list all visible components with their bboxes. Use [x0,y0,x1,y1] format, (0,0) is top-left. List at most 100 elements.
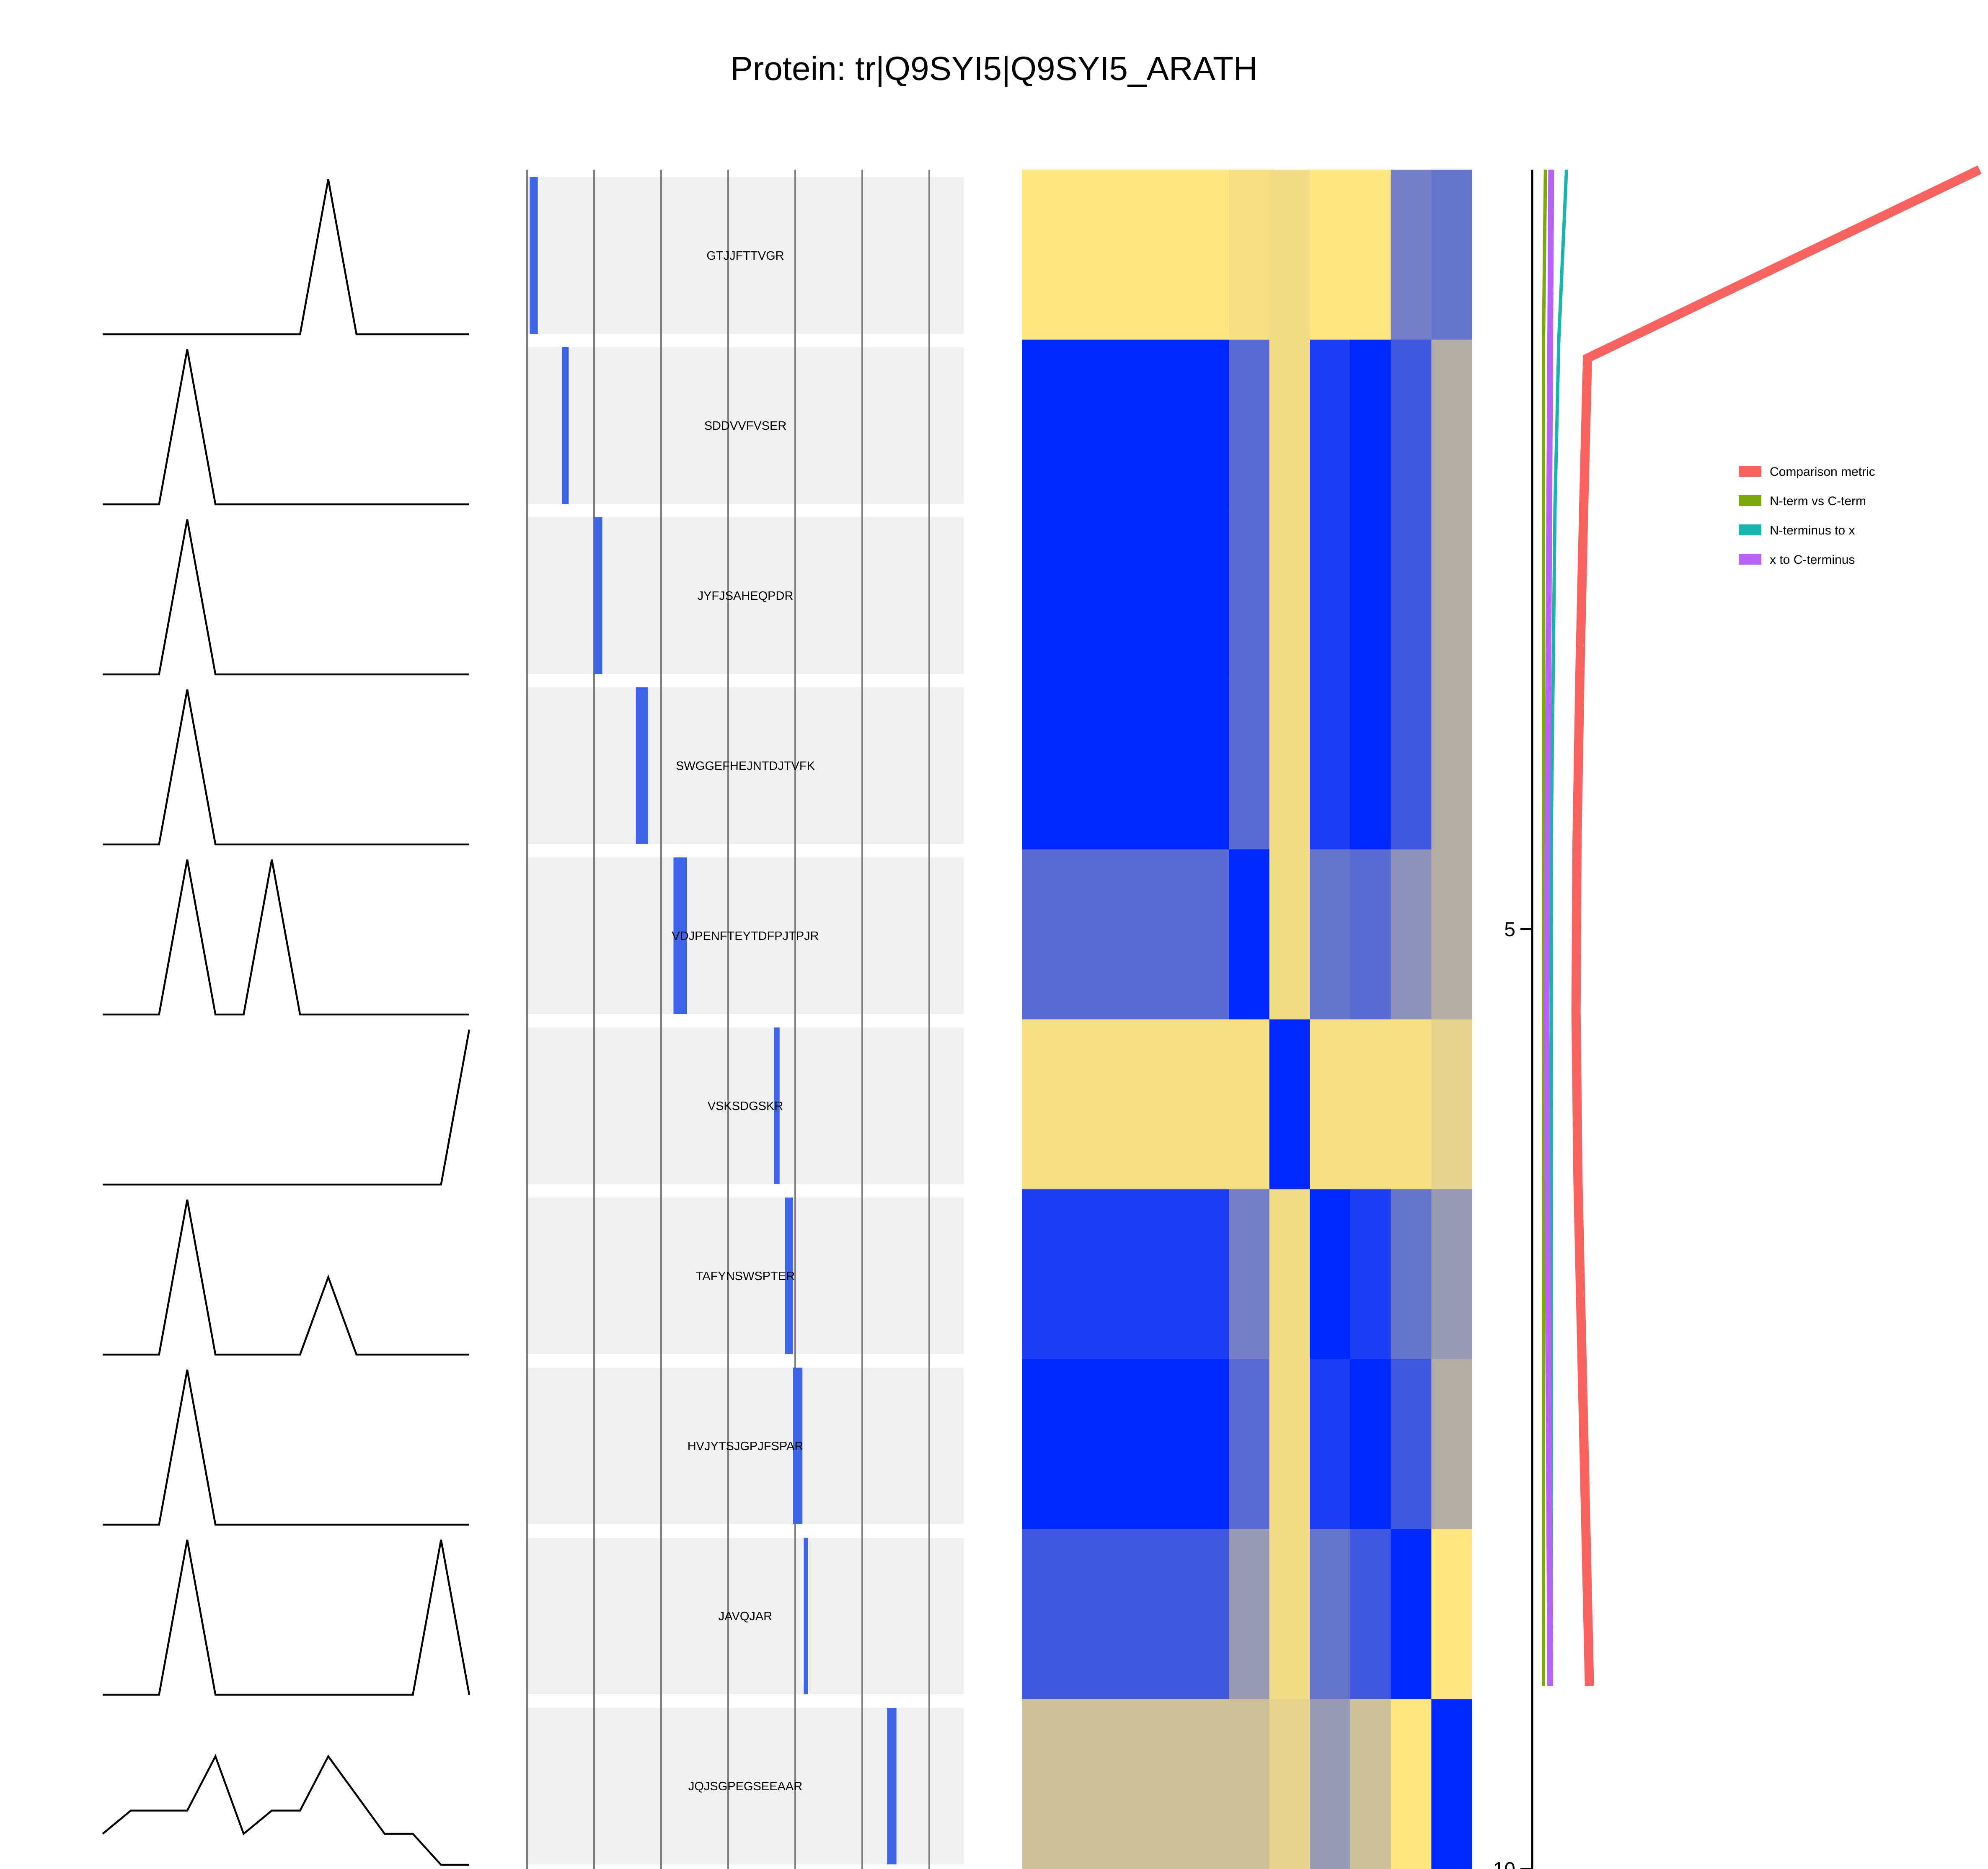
legend-label-3: N-terminus to x [1770,524,1855,537]
heatmap-cell-7-8 [1350,1189,1391,1360]
peptide-label-3: JYFJSAHEQPDR [698,589,794,603]
heatmap-cell-4-1 [1022,679,1108,850]
heatmap-cell-9-2 [1107,1529,1148,1699]
heatmap-cell-3-1 [1022,509,1108,680]
peptide-position-bar-5 [673,857,687,1014]
profile-line-2 [103,349,469,506]
heatmap-cell-2-1 [1022,339,1108,510]
heatmap-cell-1-4 [1188,170,1229,340]
series-line-2 [1542,169,1547,1686]
heatmap-cell-2-4 [1188,339,1229,510]
profile-line-9 [103,1539,471,1696]
peptide-position-bar-3 [594,517,602,674]
heatmap-cell-7-1 [1022,1189,1108,1360]
peptide-position-bar-1 [530,177,538,334]
peptide-label-10: JQJSGPEGSEEAAR [688,1780,802,1793]
heatmap-cell-10-1 [1022,1699,1108,1869]
chart-title: Protein: tr|Q9SYI5|Q9SYI5_ARATH [730,50,1258,87]
peptide-position-bar-10 [887,1708,897,1864]
y-tick-label-10: 10 [1493,1859,1515,1869]
heatmap-cell-10-8 [1350,1699,1391,1869]
legend-label-1: Comparison metric [1770,465,1875,479]
heatmap-cell-7-10 [1431,1189,1472,1360]
heatmap-cell-10-6 [1269,1699,1310,1869]
peptide-label-2: SDDVVFVSER [704,419,787,433]
heatmap-cell-2-5 [1229,339,1270,510]
legend-key-3 [1739,524,1761,535]
heatmap-cell-6-1 [1022,1019,1108,1190]
heatmap-cell-6-6 [1269,1019,1310,1190]
heatmap-cell-3-9 [1391,509,1432,680]
profile-line-7 [103,1199,469,1356]
heatmap-cell-9-5 [1229,1529,1270,1699]
peptide-label-4: SWGGEFHEJNTDJTVFK [676,759,815,773]
peptide-band-7 [527,1198,964,1354]
heatmap-cell-2-7 [1310,339,1351,510]
heatmap-cell-5-1 [1022,849,1108,1020]
heatmap-cell-3-8 [1350,509,1391,680]
heatmap-cell-4-4 [1188,679,1229,850]
peptide-position-bar-9 [804,1538,808,1694]
heatmap-cell-6-2 [1107,1019,1148,1190]
heatmap-cell-8-3 [1148,1359,1189,1530]
heatmap-cell-3-6 [1269,509,1310,680]
profile-line-4 [103,689,469,846]
heatmap-cell-10-3 [1148,1699,1189,1869]
heatmap-cell-6-4 [1188,1019,1229,1190]
peptide-band-6 [527,1027,964,1184]
heatmap-cell-6-10 [1431,1019,1472,1190]
heatmap-cell-8-4 [1188,1359,1229,1530]
peptide-position-bar-6 [774,1027,780,1184]
heatmap-cell-5-5 [1229,849,1270,1020]
heatmap-cell-6-7 [1310,1019,1351,1190]
heatmap-cell-1-1 [1022,170,1108,340]
heatmap-cell-8-10 [1431,1359,1472,1530]
heatmap-cell-10-5 [1229,1699,1270,1869]
peptide-band-2 [527,347,964,504]
heatmap-cell-9-9 [1391,1529,1432,1699]
heatmap-cell-9-4 [1188,1529,1229,1699]
heatmap-cell-5-10 [1431,849,1472,1020]
heatmap-cell-9-10 [1431,1529,1472,1699]
heatmap-cell-5-7 [1310,849,1351,1020]
heatmap-cell-1-10 [1431,170,1472,340]
heatmap-cell-2-9 [1391,339,1432,510]
heatmap-cell-7-6 [1269,1189,1310,1360]
legend-key-1 [1739,466,1761,477]
heatmap-cell-10-7 [1310,1699,1351,1869]
heatmap-cell-6-5 [1229,1019,1270,1190]
profile-line-5 [103,859,469,1016]
heatmap-cell-10-9 [1391,1699,1432,1869]
heatmap-cell-7-4 [1188,1189,1229,1360]
peptide-label-8: HVJYTSJGPJFSPAR [688,1440,804,1453]
heatmap-cell-4-2 [1107,679,1148,850]
heatmap-cell-5-2 [1107,849,1148,1020]
heatmap-cell-4-6 [1269,679,1310,850]
heatmap-cell-8-9 [1391,1359,1432,1530]
heatmap-cell-1-7 [1310,170,1351,340]
heatmap-cell-1-2 [1107,170,1148,340]
heatmap-cell-5-6 [1269,849,1310,1020]
heatmap-cell-8-1 [1022,1359,1108,1530]
peptide-band-4 [527,687,964,844]
y-tick-label-5: 5 [1504,919,1515,941]
heatmap-cell-9-1 [1022,1529,1108,1699]
profile-line-8 [103,1369,469,1526]
peptide-position-bar-2 [562,347,569,504]
heatmap-cell-1-9 [1391,170,1432,340]
peptide-label-7: TAFYNSWSPTER [696,1270,795,1283]
profile-line-1 [103,179,469,336]
heatmap-cell-9-8 [1350,1529,1391,1699]
series-line-4 [1543,169,1554,1686]
heatmap-cell-5-3 [1148,849,1189,1020]
heatmap-cell-10-4 [1188,1699,1229,1869]
heatmap-cell-1-3 [1148,170,1189,340]
series-line-3 [1549,169,1568,1686]
peptide-position-bar-8 [793,1368,803,1524]
peptide-label-6: VSKSDGSKR [708,1100,783,1113]
heatmap-cell-6-9 [1391,1019,1432,1190]
heatmap-cell-4-10 [1431,679,1472,850]
peptide-band-8 [527,1368,964,1524]
heatmap-cell-2-2 [1107,339,1148,510]
